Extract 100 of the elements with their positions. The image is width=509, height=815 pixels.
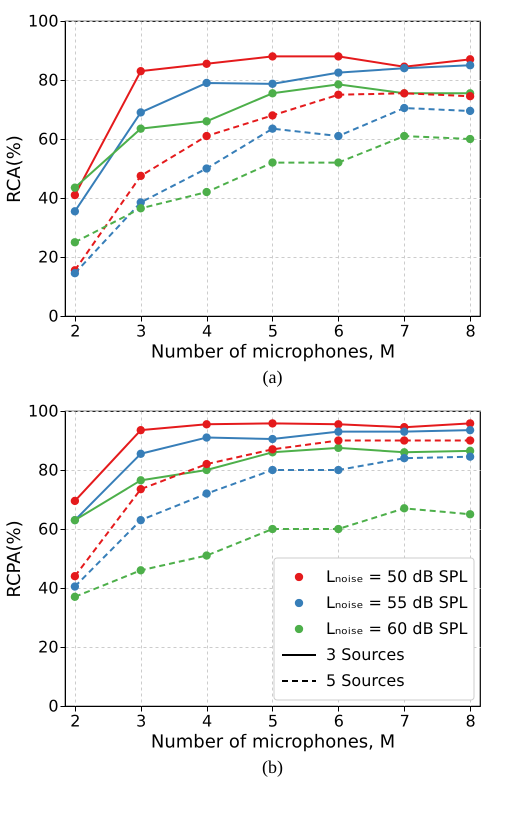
point xyxy=(268,89,277,98)
point xyxy=(70,496,80,506)
y-tick-label: 40 xyxy=(38,188,58,208)
point xyxy=(70,592,80,602)
annotation: 5 Sources xyxy=(326,671,405,690)
point xyxy=(400,104,408,112)
point xyxy=(136,426,145,434)
point xyxy=(466,436,474,445)
point xyxy=(202,420,211,428)
point xyxy=(70,269,80,278)
y-tick-label: 20 xyxy=(38,638,58,656)
y-tick-label: 40 xyxy=(38,578,58,598)
y-tick-label: 20 xyxy=(38,248,58,266)
point xyxy=(334,427,343,436)
point xyxy=(136,124,145,133)
y-tick-label: 0 xyxy=(48,696,58,716)
point xyxy=(202,117,211,126)
point xyxy=(70,190,80,200)
point xyxy=(70,238,80,246)
point xyxy=(136,204,145,212)
point xyxy=(466,452,474,461)
y-tick-label: 60 xyxy=(38,130,58,148)
point xyxy=(70,184,80,192)
point xyxy=(268,111,277,120)
point xyxy=(400,504,408,513)
point xyxy=(466,134,474,144)
point xyxy=(202,132,211,140)
legend-label: Lₙₒᵢₛₑ = 50 dB SPL xyxy=(326,567,468,586)
y-tick-label: 100 xyxy=(28,12,58,30)
x-tick-label: 5 xyxy=(268,322,278,340)
point xyxy=(466,426,474,434)
point xyxy=(334,444,343,452)
x-tick-label: 7 xyxy=(400,322,410,340)
point xyxy=(400,132,408,140)
x-tick-label: 4 xyxy=(202,322,212,340)
point xyxy=(268,52,277,61)
x-tick-label: 4 xyxy=(202,712,212,730)
point xyxy=(136,66,145,76)
point xyxy=(268,524,277,534)
x-tick-label: 7 xyxy=(400,712,410,730)
point xyxy=(334,68,343,77)
point xyxy=(202,551,211,560)
x-axis-title: Number of microphones, M xyxy=(150,342,396,362)
point xyxy=(268,419,277,428)
point xyxy=(202,164,211,173)
y-axis-title: RCA(%) xyxy=(4,135,25,203)
x-tick-label: 2 xyxy=(70,712,80,730)
text: (b) xyxy=(262,757,283,777)
point xyxy=(334,420,343,428)
point xyxy=(334,524,343,534)
point xyxy=(334,466,343,474)
point xyxy=(136,566,145,574)
y-tick-label: 0 xyxy=(48,306,58,326)
x-tick-label: 8 xyxy=(466,322,476,340)
x-tick-label: 6 xyxy=(334,322,344,340)
y-axis-title: RCPA(%) xyxy=(4,520,25,598)
legend-label: Lₙₒᵢₛₑ = 60 dB SPL xyxy=(326,619,468,638)
point xyxy=(202,489,211,498)
x-tick-label: 3 xyxy=(136,712,146,730)
point xyxy=(202,60,211,68)
point xyxy=(268,434,277,444)
x-tick-label: 2 xyxy=(70,322,80,340)
point xyxy=(466,106,474,116)
point xyxy=(466,61,474,70)
point xyxy=(136,516,145,524)
point xyxy=(202,433,211,442)
point xyxy=(334,90,343,99)
point xyxy=(466,92,474,100)
y-tick-label: 80 xyxy=(38,70,58,90)
legend-label: Lₙₒᵢₛₑ = 55 dB SPL xyxy=(326,593,468,612)
point xyxy=(334,158,343,167)
y-tick-label: 60 xyxy=(38,520,58,538)
point xyxy=(202,78,211,88)
x-axis-title: Number of microphones, M xyxy=(150,732,396,752)
point xyxy=(202,460,211,468)
point xyxy=(466,510,474,518)
point xyxy=(136,108,145,117)
point xyxy=(136,485,145,494)
x-tick-label: 5 xyxy=(268,712,278,730)
point xyxy=(136,172,145,180)
point xyxy=(268,445,277,454)
x-tick-label: 6 xyxy=(334,712,344,730)
point xyxy=(268,124,277,133)
x-tick-label: 3 xyxy=(136,322,146,340)
annotation: 3 Sources xyxy=(326,645,405,664)
point xyxy=(400,427,408,436)
point xyxy=(400,436,408,445)
point xyxy=(70,572,80,580)
point xyxy=(70,207,80,216)
point xyxy=(268,80,277,88)
point xyxy=(202,188,211,196)
point xyxy=(334,132,343,140)
y-tick-label: 100 xyxy=(28,402,58,420)
point xyxy=(334,52,343,61)
y-tick-label: 80 xyxy=(38,460,58,480)
point xyxy=(70,582,80,591)
point xyxy=(268,158,277,167)
point xyxy=(400,454,408,462)
point xyxy=(334,436,343,445)
point xyxy=(334,80,343,89)
